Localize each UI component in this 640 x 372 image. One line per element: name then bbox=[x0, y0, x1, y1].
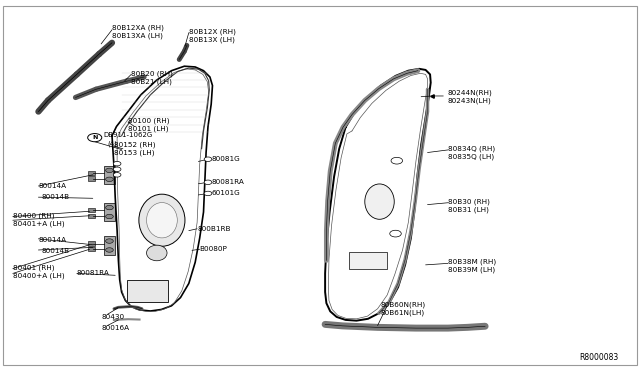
Text: (4): (4) bbox=[108, 140, 117, 147]
Polygon shape bbox=[104, 203, 115, 221]
Text: 80B12X (RH)
80B13X (LH): 80B12X (RH) 80B13X (LH) bbox=[189, 28, 236, 42]
Text: 800B1RB: 800B1RB bbox=[197, 226, 230, 232]
Circle shape bbox=[204, 157, 212, 161]
Text: 60101G: 60101G bbox=[211, 190, 240, 196]
Circle shape bbox=[113, 161, 121, 166]
Text: 80B12XA (RH)
80B13XA (LH): 80B12XA (RH) 80B13XA (LH) bbox=[112, 25, 164, 39]
Text: 80401 (RH)
80400+A (LH): 80401 (RH) 80400+A (LH) bbox=[13, 264, 65, 279]
Circle shape bbox=[106, 205, 113, 210]
Bar bbox=[88, 208, 95, 212]
Bar bbox=[88, 176, 95, 181]
Bar bbox=[127, 280, 168, 302]
Text: 80081RA: 80081RA bbox=[77, 270, 109, 276]
Text: B0080P: B0080P bbox=[200, 246, 228, 252]
Text: 80014A: 80014A bbox=[38, 183, 67, 189]
Polygon shape bbox=[104, 236, 115, 255]
Circle shape bbox=[106, 177, 113, 182]
Text: 80081RA: 80081RA bbox=[211, 179, 244, 185]
Ellipse shape bbox=[147, 202, 177, 238]
Text: 80B30 (RH)
80B31 (LH): 80B30 (RH) 80B31 (LH) bbox=[448, 198, 490, 212]
Circle shape bbox=[106, 239, 113, 243]
Circle shape bbox=[88, 134, 102, 142]
Circle shape bbox=[204, 180, 212, 185]
Ellipse shape bbox=[147, 245, 167, 261]
Circle shape bbox=[106, 168, 113, 173]
Text: N: N bbox=[92, 135, 97, 140]
Circle shape bbox=[113, 167, 121, 171]
Bar bbox=[88, 247, 95, 251]
Text: 80152 (RH)
80153 (LH): 80152 (RH) 80153 (LH) bbox=[114, 142, 156, 156]
Circle shape bbox=[204, 191, 212, 196]
Text: 80B20 (RH)
80B21 (LH): 80B20 (RH) 80B21 (LH) bbox=[131, 71, 173, 85]
Text: DB911-1062G: DB911-1062G bbox=[103, 132, 152, 138]
Bar bbox=[349, 252, 387, 269]
Bar bbox=[88, 241, 95, 246]
Bar bbox=[88, 171, 95, 175]
Circle shape bbox=[391, 157, 403, 164]
Circle shape bbox=[390, 230, 401, 237]
Text: 80244N(RH)
80243N(LH): 80244N(RH) 80243N(LH) bbox=[448, 90, 493, 104]
Text: 80B60N(RH)
80B61N(LH): 80B60N(RH) 80B61N(LH) bbox=[381, 302, 426, 316]
Bar bbox=[88, 214, 95, 218]
Ellipse shape bbox=[365, 184, 394, 219]
Text: 80430: 80430 bbox=[101, 314, 124, 320]
Text: 80100 (RH)
80101 (LH): 80100 (RH) 80101 (LH) bbox=[128, 118, 170, 132]
Text: 80400 (RH)
80401+A (LH): 80400 (RH) 80401+A (LH) bbox=[13, 212, 65, 227]
Polygon shape bbox=[104, 166, 115, 184]
Text: R8000083: R8000083 bbox=[579, 353, 618, 362]
Text: 80014B: 80014B bbox=[42, 248, 70, 254]
Circle shape bbox=[113, 173, 121, 177]
Text: 80016A: 80016A bbox=[101, 325, 129, 331]
Ellipse shape bbox=[139, 194, 185, 246]
Circle shape bbox=[106, 214, 113, 219]
Text: 80014B: 80014B bbox=[42, 194, 70, 200]
Text: 80B38M (RH)
80B39M (LH): 80B38M (RH) 80B39M (LH) bbox=[448, 259, 496, 273]
Circle shape bbox=[106, 248, 113, 252]
Text: 80834Q (RH)
80835Q (LH): 80834Q (RH) 80835Q (LH) bbox=[448, 145, 495, 160]
Text: 80081G: 80081G bbox=[211, 156, 240, 162]
Text: 80014A: 80014A bbox=[38, 237, 67, 243]
